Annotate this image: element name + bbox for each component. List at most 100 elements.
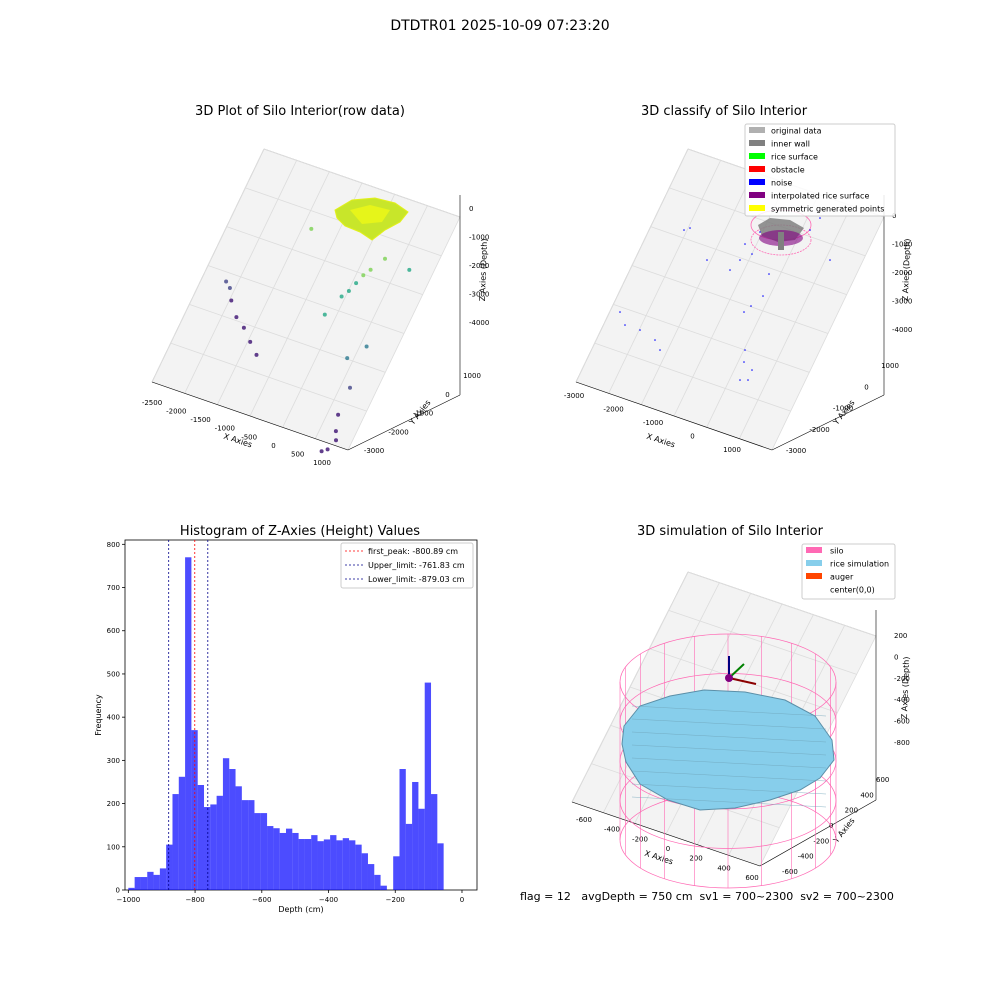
noise-point [744, 243, 746, 245]
histogram-bar [273, 828, 280, 890]
legend-box [340, 542, 474, 589]
data-point [229, 298, 234, 303]
y-tick-label: 200 [107, 800, 120, 808]
noise-point [762, 295, 764, 297]
legend-box [801, 543, 896, 600]
noise-point [744, 349, 746, 351]
histogram-bar [204, 807, 211, 890]
noise-point [759, 231, 761, 233]
data-point [348, 385, 352, 390]
histogram-bar [191, 730, 198, 890]
histogram-bar [393, 856, 400, 890]
plot-title-simulation: 3D simulation of Silo Interior [637, 524, 823, 539]
x-tick-label: -400 [604, 826, 620, 834]
y-tick-label: -2000 [388, 428, 408, 436]
noise-point [619, 311, 621, 313]
z-tick-label: -2000 [892, 269, 912, 277]
noise-point [683, 229, 685, 231]
x-tick-label: −400 [319, 896, 338, 904]
noise-point [819, 217, 821, 219]
data-point [346, 289, 351, 293]
noise-point [659, 349, 661, 351]
noise-point [809, 229, 811, 231]
histogram-bar [166, 844, 173, 890]
legend-swatch [749, 127, 765, 133]
histogram-bar [292, 832, 299, 890]
histogram-bar [153, 874, 160, 890]
y-tick-label: 200 [845, 807, 858, 815]
data-point [325, 447, 330, 452]
histogram-bar [267, 826, 274, 890]
status-footer: flag = 12 avgDepth = 750 cm sv1 = 700~23… [520, 890, 894, 903]
histogram-bar [147, 871, 154, 890]
y-tick-label: 500 [107, 670, 120, 678]
legend-swatch [749, 153, 765, 159]
rice-mesh-line [631, 731, 827, 743]
histogram-bar [222, 758, 230, 890]
x-tick-label: -500 [241, 433, 257, 441]
y-tick-label: 700 [107, 584, 120, 592]
rice-mesh-line [631, 796, 827, 808]
plot-title-histogram: Histogram of Z-Axies (Height) Values [179, 524, 421, 539]
z-tick-label: 0 [894, 653, 898, 661]
legend-label: noise [771, 179, 792, 188]
histogram-bar [229, 769, 236, 890]
y-tick-label: 1000 [463, 372, 481, 380]
legend-classify: original data inner wall rice surface obsta… [744, 123, 896, 217]
legend-label: rice simulation [830, 560, 889, 569]
legend-swatch [749, 192, 765, 198]
histogram-bar [330, 835, 337, 890]
data-point [309, 226, 314, 231]
histogram-bar [412, 781, 419, 890]
histogram-bar [342, 838, 350, 890]
z-tick-label: -4000 [892, 326, 912, 334]
legend-swatch [806, 547, 822, 553]
grid-line [771, 216, 885, 451]
noise-point [743, 311, 745, 313]
x-tick-label: 0 [666, 845, 670, 853]
z-tick-label: 200 [894, 632, 907, 640]
z-tick-label: -3000 [469, 291, 489, 299]
data-point [224, 279, 229, 284]
y-tick-label: 400 [107, 714, 120, 722]
noise-point [747, 379, 749, 381]
histogram-bar [399, 769, 406, 890]
x-tick-label: -1500 [190, 416, 210, 424]
x-tick-label: 0 [690, 433, 694, 441]
axis-line-y [771, 394, 885, 451]
x-axis-label: X Axies [645, 432, 676, 450]
x-tick-label: 1000 [313, 459, 331, 467]
noise-point [739, 259, 741, 261]
y-tick-label: 0 [445, 391, 449, 399]
data-point [334, 438, 338, 443]
data-point [234, 315, 239, 320]
histogram-bar [185, 557, 192, 890]
auger-axis-x [728, 677, 757, 685]
y-tick-label: -400 [798, 853, 814, 861]
x-tick-label: 0 [460, 896, 464, 904]
x-tick-label: 400 [717, 864, 730, 872]
x-tick-label: -200 [632, 835, 648, 843]
x-tick-label: -1000 [215, 425, 235, 433]
x-tick-label: 0 [271, 442, 275, 450]
rice-mesh-line [631, 770, 827, 782]
z-tick-label: -800 [894, 739, 910, 747]
noise-point [624, 324, 626, 326]
y-tick-label: -1000 [413, 410, 433, 418]
legend-label: center(0,0) [830, 586, 875, 595]
data-point [254, 352, 259, 357]
noise-point [768, 273, 770, 275]
histogram-bar [311, 835, 318, 890]
histogram-bar [254, 813, 261, 890]
histogram-bar [323, 839, 331, 890]
histogram-bar [134, 877, 141, 890]
histogram-bar [216, 795, 223, 890]
legend-histogram: first_peak: -800.89 cm Upper_limit: -761.… [340, 542, 474, 589]
x-tick-label: -1000 [643, 419, 663, 427]
histogram-bar [304, 839, 312, 890]
histogram-bar [140, 877, 148, 890]
histogram-bar [172, 794, 179, 890]
noise-point [639, 329, 641, 331]
data-point [407, 267, 412, 272]
